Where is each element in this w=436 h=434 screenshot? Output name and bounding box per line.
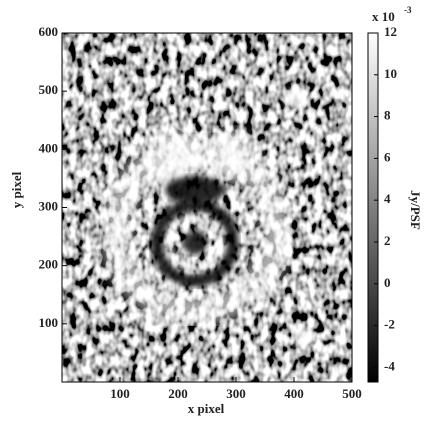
y-tick-label: 400 [39,140,59,155]
x-tick-label: 400 [284,386,304,401]
colorbar-tick-label: 6 [384,149,391,164]
colorbar-tick-label: -4 [384,358,395,373]
colorbar-tick-label: 8 [384,108,391,123]
y-tick-label: 200 [39,257,59,272]
x-tick-label: 200 [168,386,188,401]
x-tick-label: 300 [226,386,246,401]
colorbar [367,32,379,383]
x-tick-label: 500 [342,386,362,401]
y-tick-label: 300 [39,198,59,213]
colorbar-tick-label: 2 [384,233,391,248]
y-tick-label: 500 [39,82,59,97]
x-tick-label: 100 [110,386,130,401]
x-axis-label: x pixel [188,401,225,416]
image [62,33,352,382]
colorbar-tick-label: 12 [384,24,397,39]
colorbar-tick-label: 10 [384,66,397,81]
y-tick-label: 100 [39,315,59,330]
colorbar-tick-label: 0 [384,275,391,290]
colorbar-tick-label: -2 [384,317,395,332]
y-axis-label: y pixel [9,171,24,208]
colorbar-tick-label: 4 [384,191,391,206]
colorbar-offset-exponent: -3 [404,5,412,15]
y-tick-label: 600 [39,24,59,39]
colorbar-label: Jy/PSF [408,190,423,230]
colorbar-offset: x 10 [372,9,395,24]
